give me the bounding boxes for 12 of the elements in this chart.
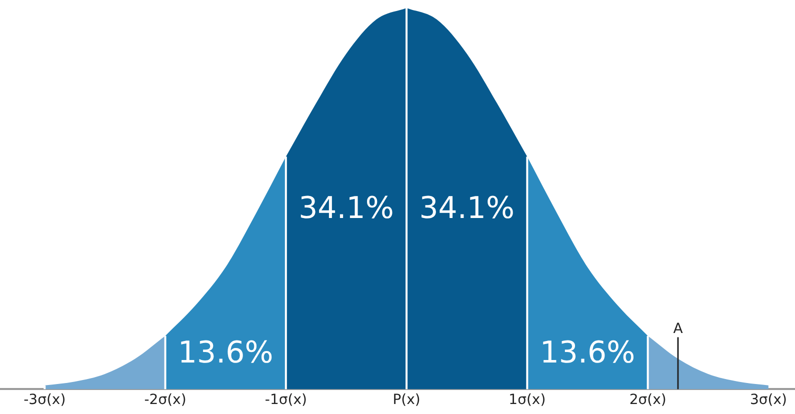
x-tick-label: -1σ(x) [264, 392, 307, 408]
annotation: 34.1% [298, 190, 394, 226]
annotation: 34.1% [419, 190, 515, 226]
x-tick-label: 3σ(x) [750, 392, 787, 408]
x-tick-label: -2σ(x) [144, 392, 186, 408]
x-tick-label: -3σ(x) [24, 392, 66, 408]
ref-line-label: A [673, 320, 684, 337]
annotation: 13.6% [540, 336, 636, 371]
x-tick-label: 1σ(x) [508, 392, 546, 408]
annotation: 13.6% [178, 336, 274, 371]
x-tick-label: 2σ(x) [629, 392, 666, 408]
x-tick-label: P(x) [392, 392, 420, 408]
